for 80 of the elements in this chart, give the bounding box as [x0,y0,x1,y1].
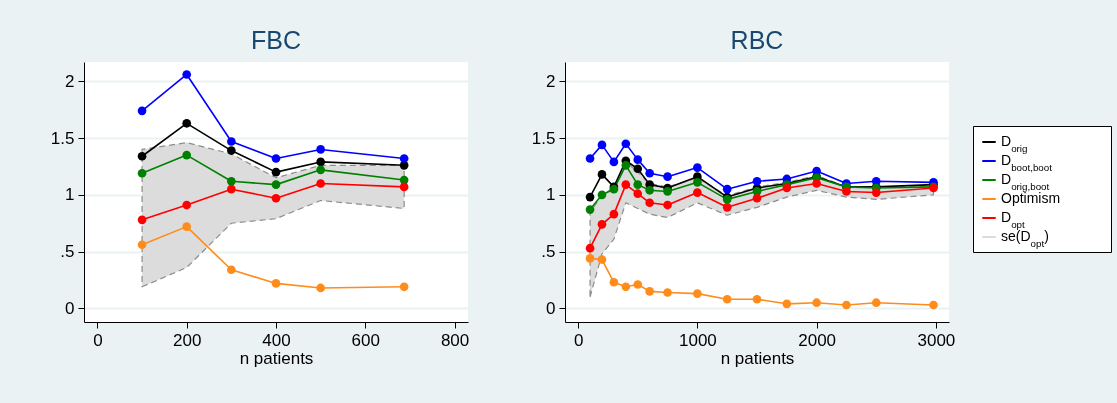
point [812,179,821,188]
point [633,280,643,289]
point [752,193,762,203]
point [633,164,643,174]
point [633,180,643,189]
y-tick-label: .5 [541,242,556,262]
x-tick-label: 0 [93,330,103,350]
point [782,299,792,309]
point [609,209,619,219]
legend-label: D$_{orig,boot}$ [1001,171,1050,192]
text: se(D$_{opt}$) [1001,228,1049,249]
y-tick-label: 1.5 [531,128,556,148]
point [693,163,702,172]
y-tick-label: 2 [546,71,556,91]
point [585,192,595,202]
point [693,178,702,187]
x-tick-label: 3000 [917,330,956,350]
point [663,200,672,210]
point [609,157,619,167]
point [182,70,192,79]
x-tick-label: 2000 [798,330,837,350]
y-tick-label: 0 [546,298,556,318]
point [597,140,607,150]
y-tick-label: 0 [65,298,75,318]
point [693,188,702,197]
point [722,203,732,212]
point [633,189,643,199]
point [645,287,654,296]
x-tick-label: 0 [573,330,584,350]
point [585,254,595,263]
point [585,154,595,163]
point [597,190,607,200]
point [722,184,732,194]
point [597,220,607,229]
x-tick-label: 600 [351,330,380,350]
point [585,205,595,214]
y-tick-label: 1.5 [50,128,75,148]
point [585,243,595,253]
point [597,170,607,179]
chart-title: FBC [251,26,301,54]
point [722,294,732,304]
point [633,155,643,164]
y-tick-label: 1 [65,185,75,205]
legend-label: Optimism [1001,190,1061,206]
y-tick-label: .5 [60,242,75,262]
point [621,282,631,292]
x-axis-title: n patients [720,348,795,368]
point [871,298,881,308]
point [842,187,851,196]
point [663,187,672,196]
point [663,172,672,181]
point [782,183,792,193]
point [609,277,619,287]
point [663,288,672,297]
point [645,198,654,208]
point [842,300,851,310]
point [182,118,192,128]
point [621,161,631,170]
point [929,300,938,310]
x-tick-label: 400 [262,330,291,350]
legend-label: D$_{orig}$ [1001,133,1028,154]
point [645,185,654,195]
point [645,168,654,178]
x-tick-label: 200 [173,330,202,350]
x-axis-title: n patients [239,348,314,368]
legend-label: D$_{opt}$ [1001,209,1026,230]
point [597,255,607,264]
point [812,298,821,308]
point [621,139,631,149]
point [621,180,631,189]
point [752,176,762,186]
x-tick-label: 800 [440,330,470,350]
point [871,188,881,197]
chart-title: RBC [730,26,784,54]
point [137,106,147,116]
y-tick-label: 1 [546,185,556,205]
y-tick-label: 2 [65,71,75,91]
x-tick-label: 1000 [678,330,717,350]
point [693,289,702,298]
point [752,294,762,304]
